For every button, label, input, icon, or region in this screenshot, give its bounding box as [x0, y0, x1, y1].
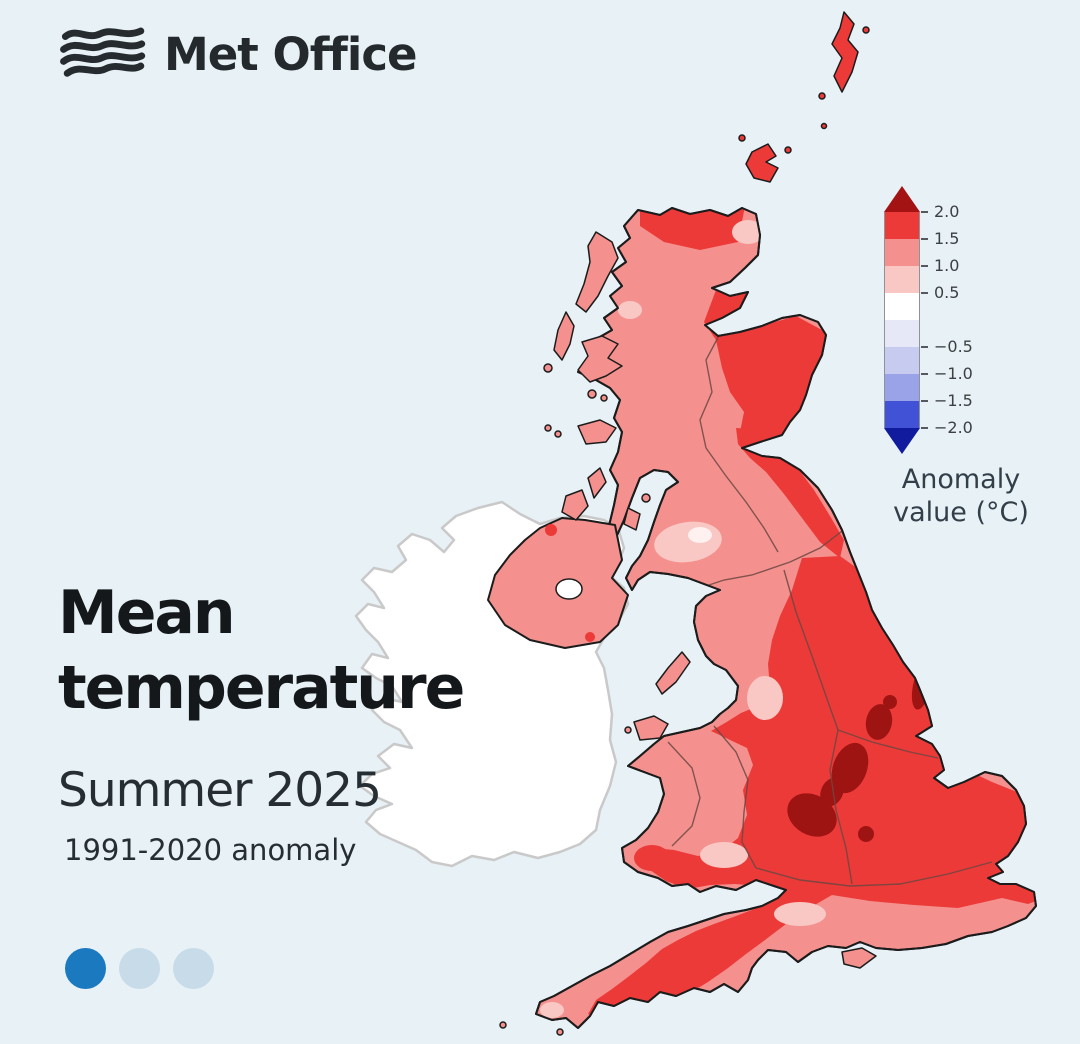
- colorbar-segment: [885, 293, 919, 320]
- colorbar-tickmark: [921, 265, 928, 267]
- colorbar-arrow-top: [884, 186, 920, 212]
- scottish-islands: [543, 11, 870, 531]
- colorbar-segment: [885, 347, 919, 374]
- colorbar-segment: [885, 239, 919, 266]
- met-office-waves-icon: [60, 27, 146, 77]
- met-office-logo: Met Office: [58, 24, 418, 84]
- northern-ireland-shape: [487, 517, 629, 649]
- colorbar-arrow-bottom: [884, 428, 920, 454]
- colorbar-segment: [885, 320, 919, 347]
- colorbar-tick-label: 0.5: [934, 283, 960, 302]
- colorbar-tick-label: 2.0: [934, 202, 960, 221]
- other-islands: [499, 651, 877, 1036]
- colorbar-tickmark: [921, 400, 928, 402]
- colorbar-tick-label: 1.5: [934, 229, 960, 248]
- season-subtitle: Summer 2025: [58, 763, 382, 818]
- colorbar-segment: [885, 374, 919, 401]
- mild-anomaly-patches: [540, 220, 826, 1018]
- carousel-dot-1-active[interactable]: [65, 948, 106, 989]
- colorbar-tick-label: 1.0: [934, 256, 960, 275]
- colorbar-tick-label: −0.5: [934, 337, 973, 356]
- carousel-dot-2[interactable]: [119, 948, 160, 989]
- met-office-logo-text: Met Office: [164, 27, 418, 81]
- colorbar-tick-label: −1.5: [934, 391, 973, 410]
- great-britain-coastline: [535, 207, 1037, 1029]
- colorbar-tick-label: −1.0: [934, 364, 973, 383]
- anomaly-colorbar: 2.0 1.5 1.0 0.5 −0.5 −1.0 −1.5 −2.0: [884, 186, 1080, 454]
- colorbar-tickmark: [921, 292, 928, 294]
- carousel-dot-3[interactable]: [173, 948, 214, 989]
- colorbar-tickmark: [921, 373, 928, 375]
- lough-neagh: [555, 578, 583, 600]
- colorbar-segment: [885, 212, 919, 239]
- colorbar-tick-label: −2.0: [934, 418, 973, 437]
- region-boundaries: [667, 329, 993, 887]
- baseline-period: 1991-2020 anomaly: [64, 833, 357, 867]
- colorbar-title: Anomaly value (°C): [893, 464, 1029, 528]
- colorbar-tickmark: [921, 211, 928, 213]
- colorbar-segment: [885, 401, 919, 428]
- colorbar-tickmark: [921, 238, 928, 240]
- colorbar-tickmark: [921, 346, 928, 348]
- carousel-dots: [65, 948, 214, 989]
- colorbar-segments: [884, 212, 920, 428]
- colorbar-segment: [885, 266, 919, 293]
- page-title: Mean temperature: [58, 578, 465, 723]
- colorbar-tickmark: [921, 427, 928, 429]
